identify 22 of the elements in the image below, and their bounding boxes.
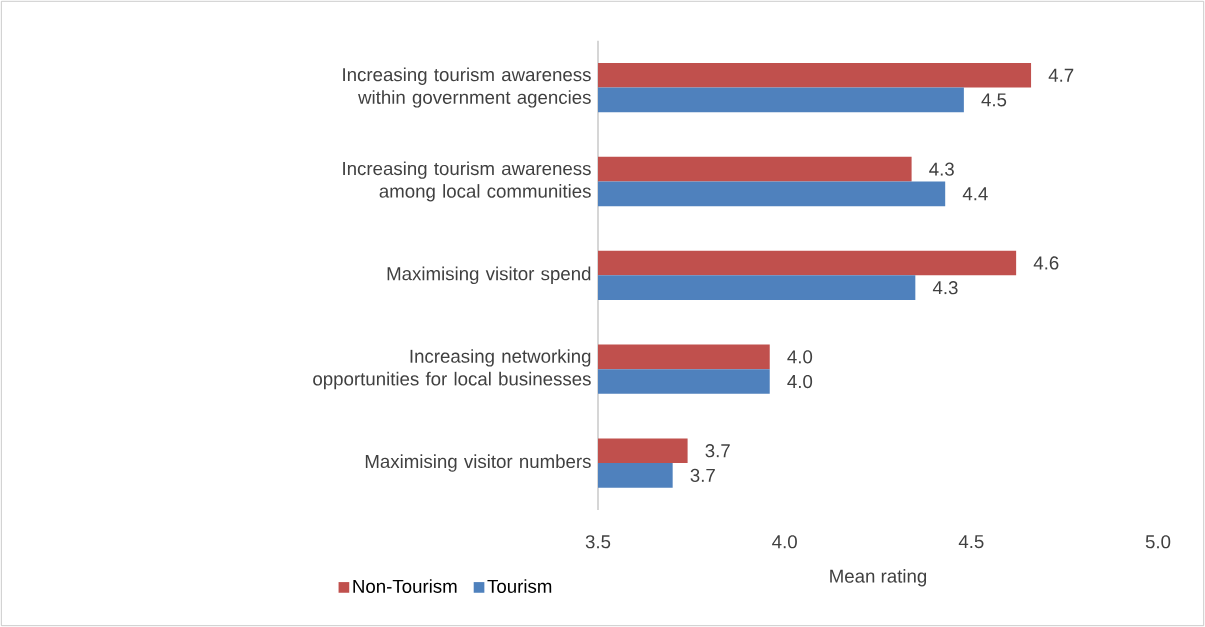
y-tick-label: Maximising visitor numbers	[365, 454, 591, 472]
y-tick-label: Increasing tourism awareness among local communities	[343, 161, 591, 202]
data-label: 4.0	[787, 350, 813, 364]
x-tick-label: 4.0	[772, 535, 797, 549]
y-tick-label: Increasing networking opportunities for local businesses	[313, 349, 591, 390]
legend-label: Non-Tourism	[353, 579, 457, 593]
data-label: 4.4	[962, 187, 988, 201]
y-tick-label: Increasing tourism awareness within government agencies	[343, 67, 591, 108]
x-tick-label: 4.5	[958, 535, 984, 549]
x-tick-label: 3.5	[585, 535, 611, 549]
data-label: 3.7	[690, 468, 715, 482]
legend-label: Tourism	[487, 579, 552, 593]
data-label: 4.5	[981, 93, 1007, 107]
x-tick-label: 5.0	[1145, 535, 1171, 549]
data-label: 4.6	[1033, 256, 1059, 270]
y-tick-label: Maximising visitor spend	[387, 266, 591, 285]
data-label: 4.3	[929, 162, 954, 176]
x-axis-title: Mean rating	[830, 569, 927, 587]
data-label: 4.0	[787, 374, 813, 389]
data-label: 3.7	[705, 444, 730, 458]
data-label: 4.7	[1048, 68, 1074, 82]
data-label: 4.3	[932, 281, 958, 295]
